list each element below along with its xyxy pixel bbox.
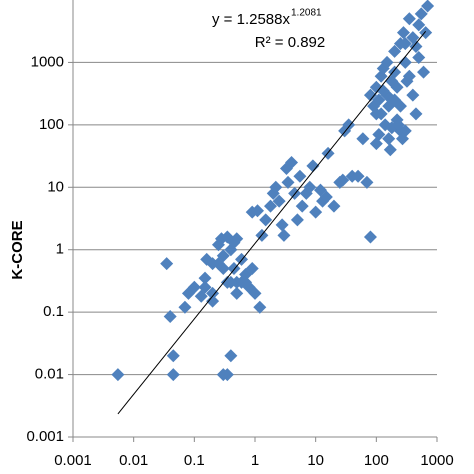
point [319,190,333,204]
point [412,18,426,32]
point [245,262,259,276]
point [402,69,416,83]
r-squared: R² = 0.892 [255,34,325,51]
point [342,118,356,132]
point [290,213,304,227]
x-tick-label: 1000 [420,452,453,469]
point [178,300,192,314]
equation: y = 1.2588x [212,11,290,28]
point [351,169,365,183]
y-tick-label: 1 [56,241,64,258]
point [187,280,201,294]
point [206,286,220,300]
point [391,118,405,132]
point [402,12,416,26]
point [259,213,273,227]
point [398,37,412,51]
point [272,194,286,208]
point [374,107,388,121]
y-tick-label: 0.1 [43,303,64,320]
x-tick-label: 100 [364,452,389,469]
point [421,0,435,13]
point [390,80,404,94]
x-tick-label: 0.1 [184,452,205,469]
point [293,169,307,183]
point [251,204,265,218]
point [409,107,423,121]
point [166,368,180,382]
point [388,65,402,79]
point [216,368,230,382]
point [111,368,125,382]
point [388,44,402,58]
point [398,55,412,69]
point [383,143,397,157]
point [382,99,396,113]
point [235,252,249,266]
y-tick-label: 100 [39,116,64,133]
point [363,88,377,102]
point [372,93,386,107]
point [414,7,428,21]
y-axis-label: K-CORE [9,220,26,279]
trendline [117,31,427,415]
point [166,349,180,363]
point [309,205,323,219]
point [206,294,220,308]
point [160,257,174,271]
point [281,175,295,189]
point [396,26,410,40]
point [198,271,212,285]
point [380,55,394,69]
point [269,180,283,194]
y-tick-label: 1000 [31,53,64,70]
point [224,275,238,289]
point [285,155,299,169]
point [239,275,253,289]
point [396,132,410,146]
point [275,218,289,232]
x-tick-label: 10 [307,452,324,469]
point [163,310,177,324]
point [224,349,238,363]
equation-exponent: 1.2081 [291,8,322,19]
point [406,88,420,102]
y-tick-label: 0.01 [35,366,64,383]
point [277,228,291,242]
x-tick-label: 0.01 [119,452,148,469]
x-tick-label: 1 [251,452,259,469]
point [248,286,262,300]
y-tick-label: 0.001 [26,428,64,445]
point [369,137,383,151]
point [356,132,370,146]
point [216,249,230,263]
point [376,61,390,75]
point [306,159,320,173]
point [417,65,431,79]
point [382,132,396,146]
x-tick-label: 0.001 [54,452,92,469]
point [327,199,341,213]
point [263,199,277,213]
point [409,39,423,53]
point [372,128,386,142]
point [295,199,309,213]
y-tick-label: 10 [47,178,64,195]
point [198,280,212,294]
point [378,118,392,132]
point [206,257,220,271]
point [230,232,244,246]
point [245,205,259,219]
point [230,286,244,300]
point [363,230,377,244]
point [412,50,426,64]
point [360,175,374,189]
point [336,173,350,187]
point [253,300,267,314]
point [303,180,317,194]
